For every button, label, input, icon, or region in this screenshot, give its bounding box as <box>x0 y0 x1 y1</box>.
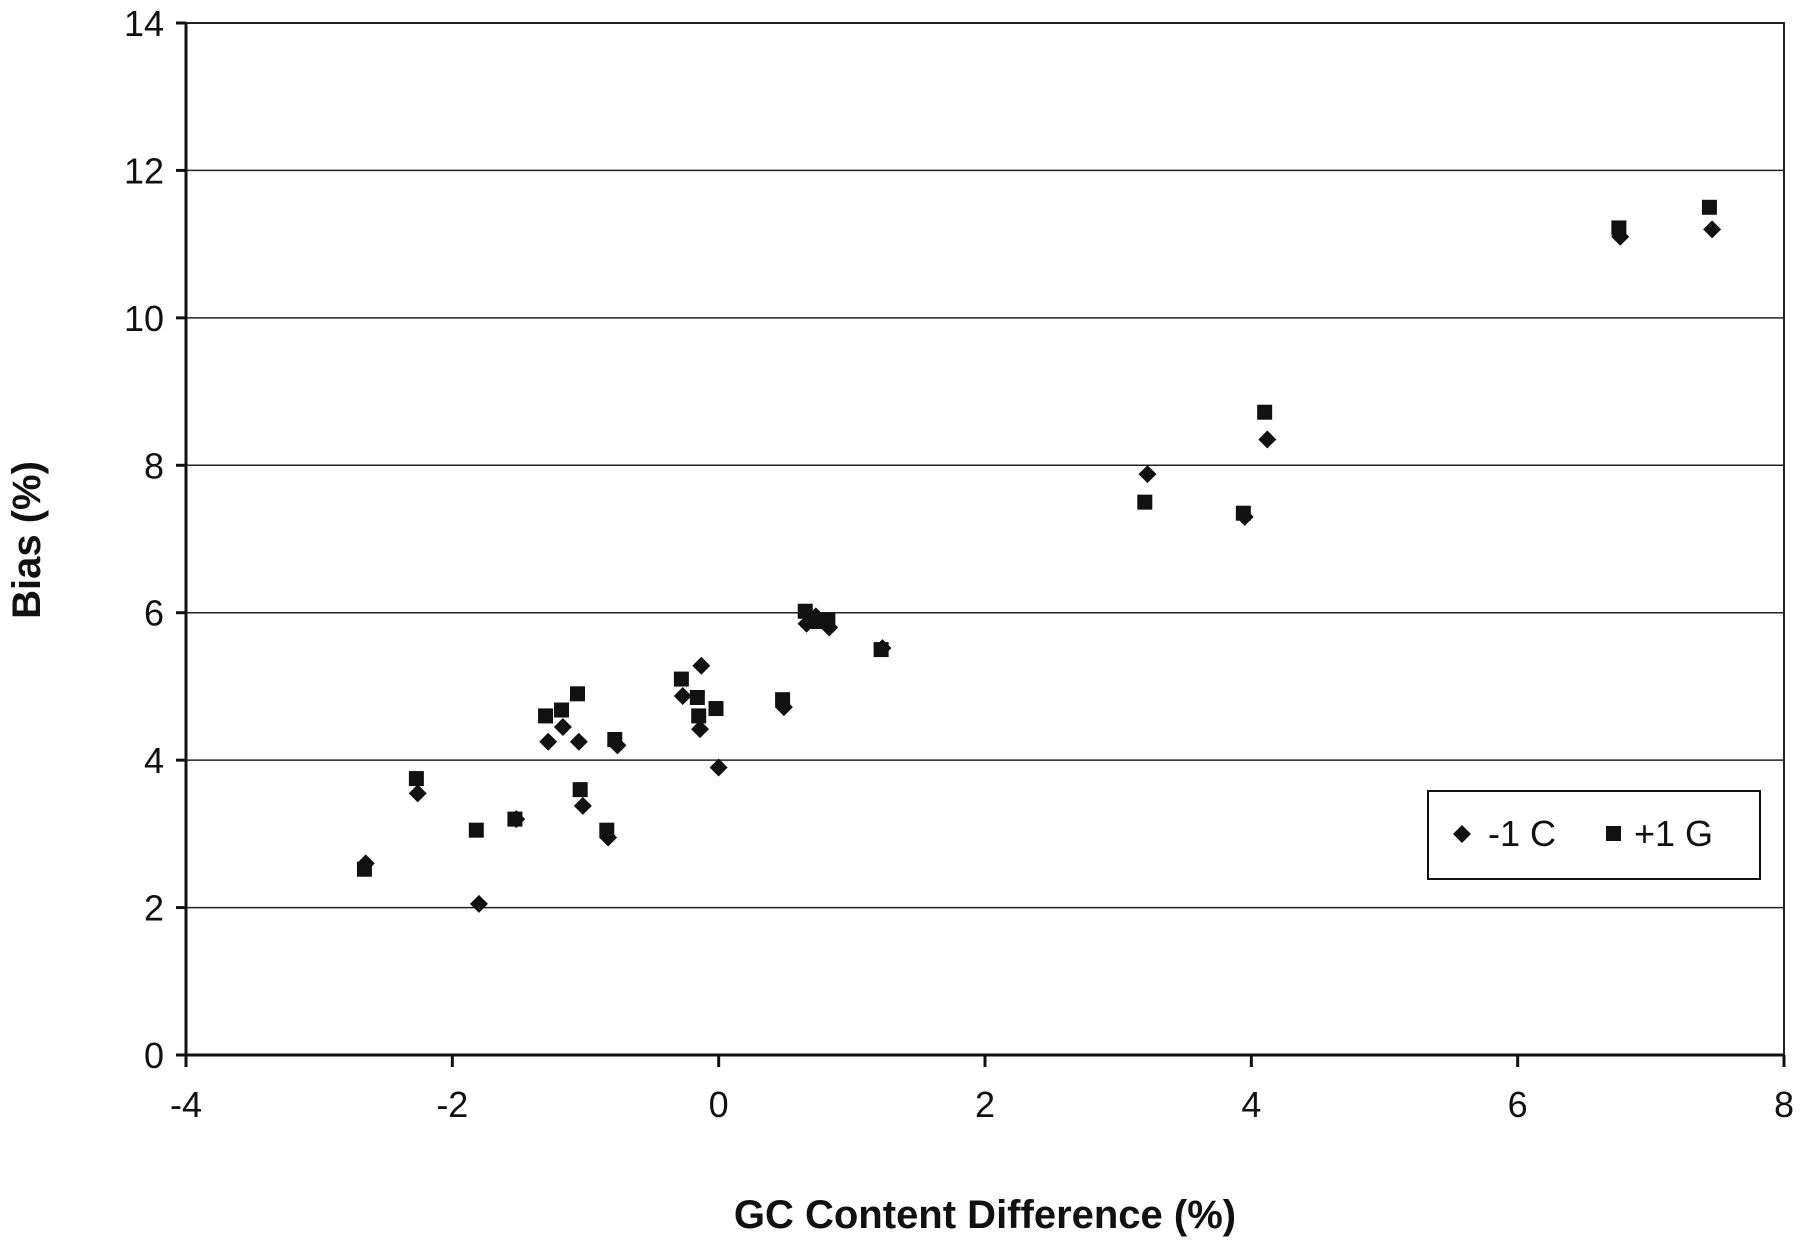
data-point-square <box>1137 494 1153 510</box>
x-tick-label: 2 <box>975 1084 995 1125</box>
data-point-square <box>797 603 813 619</box>
data-point-diamond <box>569 732 588 751</box>
legend-square-icon <box>1606 826 1621 841</box>
legend-label-series-1: -1 C <box>1488 813 1556 854</box>
data-point-square <box>689 689 705 705</box>
data-point-square <box>1257 404 1273 420</box>
data-point-square <box>356 861 372 877</box>
data-point-square <box>1701 199 1717 215</box>
legend-box <box>1427 790 1761 880</box>
data-point-square <box>775 692 791 708</box>
data-point-square <box>570 686 586 702</box>
x-tick-label: 4 <box>1241 1084 1261 1125</box>
data-point-square <box>673 671 689 687</box>
data-point-diamond <box>692 656 711 675</box>
data-point-square <box>607 732 623 748</box>
x-tick-label: 6 <box>1508 1084 1528 1125</box>
data-point-square <box>708 701 724 717</box>
data-point-square <box>507 811 523 827</box>
data-point-diamond <box>691 720 710 739</box>
data-point-square <box>1611 220 1627 236</box>
data-point-diamond <box>709 758 728 777</box>
x-tick-label: -2 <box>436 1084 468 1125</box>
data-points <box>356 199 1722 913</box>
plot-area <box>185 22 1785 1056</box>
data-point-square <box>599 822 615 838</box>
y-tick-label: 8 <box>144 445 164 486</box>
data-point-square <box>468 822 484 838</box>
data-point-square <box>408 771 424 787</box>
x-tick-label: -4 <box>170 1084 202 1125</box>
data-point-square <box>873 642 889 658</box>
data-point-diamond <box>573 796 592 815</box>
data-point-diamond <box>1258 430 1277 449</box>
y-tick-label: 6 <box>144 593 164 634</box>
y-tick-label: 0 <box>144 1035 164 1076</box>
legend: -1 C +1 G <box>1427 790 1761 880</box>
data-point-diamond <box>673 687 692 706</box>
data-point-square <box>691 708 707 724</box>
gridlines <box>186 169 1784 909</box>
y-tick-label: 2 <box>144 888 164 929</box>
y-tick-label: 14 <box>124 3 164 44</box>
x-axis-title: GC Content Difference (%) <box>734 1193 1236 1237</box>
data-point-diamond <box>539 732 558 751</box>
axis-ticks: 0 2 4 6 8 10 12 14 -4 -2 0 2 4 6 8 <box>124 3 1794 1125</box>
legend-label-series-2: +1 G <box>1634 813 1713 854</box>
x-tick-label: 8 <box>1774 1084 1794 1125</box>
data-point-diamond <box>553 717 572 736</box>
data-point-square <box>538 708 554 724</box>
y-tick-label: 10 <box>124 298 164 339</box>
data-point-square <box>572 782 588 798</box>
y-tick-label: 12 <box>124 150 164 191</box>
data-point-square <box>554 702 570 718</box>
y-tick-label: 4 <box>144 740 164 781</box>
data-point-square <box>1235 505 1251 521</box>
data-point-diamond <box>1703 220 1722 239</box>
data-point-square <box>820 612 836 628</box>
x-tick-label: 0 <box>709 1084 729 1125</box>
data-point-diamond <box>408 784 427 803</box>
data-point-diamond <box>1138 465 1157 484</box>
y-axis-title: Bias (%) <box>5 461 49 619</box>
data-point-diamond <box>469 894 488 913</box>
legend-diamond-icon <box>1453 825 1471 843</box>
